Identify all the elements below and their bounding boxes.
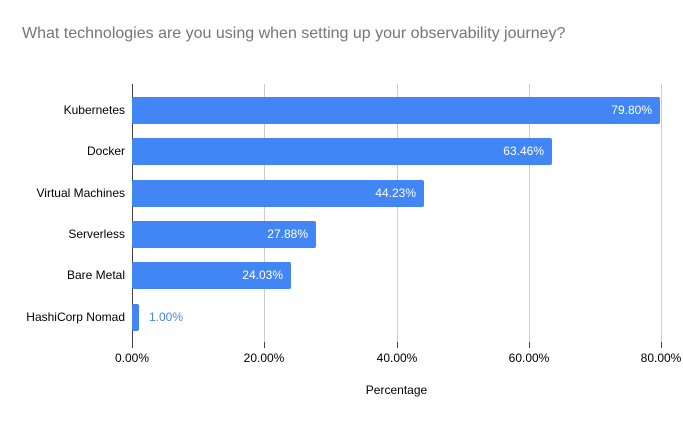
- value-label-docker: 63.46%: [503, 144, 544, 158]
- x-tick-mark: [529, 342, 530, 348]
- chart-title: What technologies are you using when set…: [22, 25, 566, 42]
- x-tick-label: 40.00%: [376, 351, 418, 365]
- x-gridline: [264, 84, 265, 342]
- x-gridline: [397, 84, 398, 342]
- x-tick-mark: [397, 342, 398, 348]
- x-tick-label: 60.00%: [508, 351, 550, 365]
- category-label-kubernetes: Kubernetes: [63, 103, 125, 117]
- plot-area: 0.00% 20.00% 40.00% 60.00% 80.00% Kubernetes 7…: [26, 84, 681, 365]
- x-tick-mark: [132, 342, 133, 348]
- x-tick-label: 80.00%: [640, 351, 682, 365]
- x-tick-mark: [264, 342, 265, 348]
- category-label-serverless: Serverless: [68, 227, 125, 241]
- x-axis-title: Percentage: [365, 383, 428, 397]
- y-axis-line: [132, 84, 133, 342]
- category-label-hashicorp-nomad: HashiCorp Nomad: [26, 310, 125, 324]
- value-label-virtual-machines: 44.23%: [375, 186, 416, 200]
- x-gridline: [529, 84, 530, 342]
- bar-virtual-machines: [132, 180, 424, 207]
- category-label-bare-metal: Bare Metal: [66, 268, 125, 282]
- value-label-serverless: 27.88%: [267, 227, 308, 241]
- x-tick-label: 20.00%: [243, 351, 285, 365]
- value-label-bare-metal: 24.03%: [242, 268, 283, 282]
- bar-bare-metal: [132, 262, 291, 289]
- bar-docker: [132, 138, 552, 165]
- x-gridline: [661, 84, 662, 342]
- category-label-docker: Docker: [86, 144, 125, 158]
- x-tick-label: 0.00%: [114, 351, 150, 365]
- category-label-virtual-machines: Virtual Machines: [36, 186, 126, 200]
- x-tick-mark: [661, 342, 662, 348]
- value-label-hashicorp-nomad: 1.00%: [149, 310, 184, 324]
- bar-serverless: [132, 221, 316, 248]
- bar-hashicorp-nomad: [132, 304, 139, 331]
- bar-kubernetes: [132, 97, 660, 124]
- value-label-kubernetes: 79.80%: [611, 103, 652, 117]
